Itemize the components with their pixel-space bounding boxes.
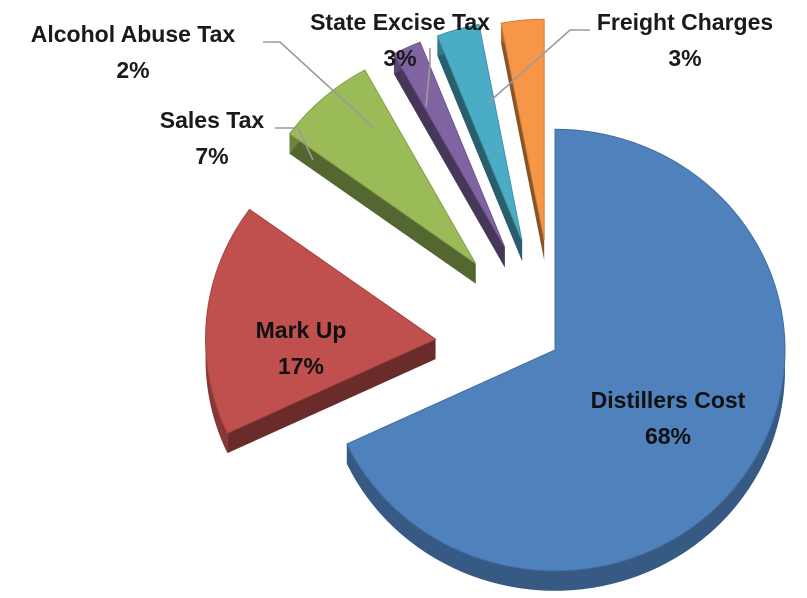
slice-freight-charges [500,18,545,241]
leader-line-sales-tax [275,127,314,161]
slice-label-mark-up: Mark Up [256,317,347,343]
slice-value-freight-charges: 3% [668,45,701,71]
slice-value-distillers-cost: 68% [645,423,691,449]
label-leaders [263,29,590,161]
slice-label-alcohol-abuse-tax: Alcohol Abuse Tax [31,21,236,47]
slice-label-state-excise-tax: State Excise Tax [310,9,490,35]
leader-line-state-excise-tax [425,48,431,108]
slice-distillers-cost [346,128,786,572]
slice-tops [205,18,786,572]
slice-label-sales-tax: Sales Tax [160,107,265,133]
slice-value-alcohol-abuse-tax: 2% [116,57,149,83]
leader-line-alcohol-abuse-tax [263,41,375,129]
slice-state-excise-tax [436,23,523,242]
slice-value-mark-up: 17% [278,353,324,379]
slice-alcohol-abuse-tax [393,41,506,248]
slice-mark-up [205,208,437,434]
slice-value-state-excise-tax: 3% [383,45,416,71]
slice-labels: Distillers Cost 68% Mark Up 17% Sales Tax 7% A… [31,9,773,449]
leader-line-freight-charges [487,29,590,104]
slice-sales-tax [288,69,477,264]
slice-value-sales-tax: 7% [195,143,228,169]
slice-label-distillers-cost: Distillers Cost [591,387,746,413]
slice-label-freight-charges: Freight Charges [597,9,773,35]
